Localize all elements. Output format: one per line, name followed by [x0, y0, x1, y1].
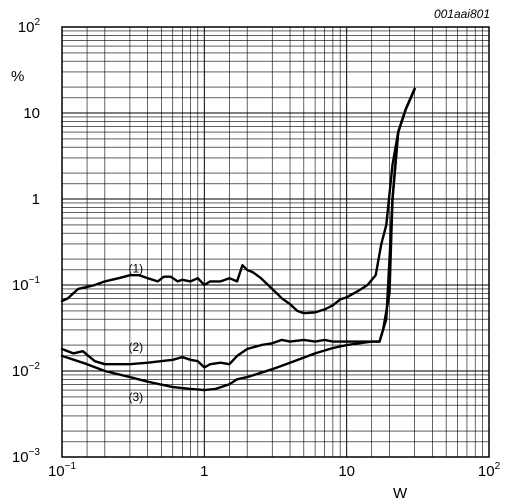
plot-frame	[61, 26, 490, 458]
y-tick-label: 10−1	[12, 275, 41, 294]
x-tick-label: 1	[200, 463, 208, 480]
x-tick-label: 10	[338, 463, 355, 480]
curve-label-2: (2)	[128, 340, 143, 354]
curve-1	[60, 87, 416, 315]
x-tick-label: 102	[478, 461, 501, 480]
y-tick-label: 10	[23, 105, 40, 122]
y-tick-label: 10−2	[12, 361, 41, 380]
x-tick-label: 10−1	[48, 461, 77, 480]
curve-label-1: (1)	[128, 261, 143, 275]
y-tick-label: 10−3	[12, 447, 41, 466]
curve-labels: (1) (2) (3)	[128, 261, 143, 403]
figure-reference: 001aai801	[434, 7, 490, 21]
y-tick-label: 1	[32, 191, 40, 208]
tick-labels: 10−1 1 10 102 10−3 10−2 10−1 1 10 102	[12, 17, 501, 480]
curve-2	[60, 87, 416, 369]
curve-3	[60, 87, 416, 392]
y-axis-label: %	[11, 68, 24, 85]
chart-grid	[62, 27, 489, 457]
curve-label-3: (3)	[128, 390, 143, 404]
y-tick-label: 102	[18, 17, 41, 36]
chart-curves	[60, 87, 416, 392]
x-axis-label: W	[393, 485, 408, 502]
